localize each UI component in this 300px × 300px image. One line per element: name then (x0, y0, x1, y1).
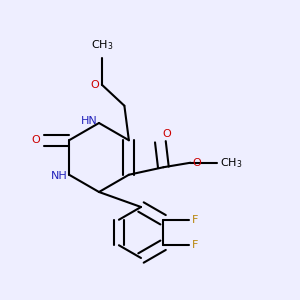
Text: F: F (192, 240, 198, 250)
Text: O: O (90, 80, 99, 90)
Text: NH: NH (51, 171, 68, 181)
Text: F: F (192, 215, 198, 225)
Text: O: O (162, 129, 171, 139)
Text: CH$_3$: CH$_3$ (91, 38, 113, 52)
Text: HN: HN (81, 116, 98, 127)
Text: O: O (192, 158, 201, 168)
Text: O: O (32, 135, 40, 145)
Text: CH$_3$: CH$_3$ (220, 156, 243, 170)
